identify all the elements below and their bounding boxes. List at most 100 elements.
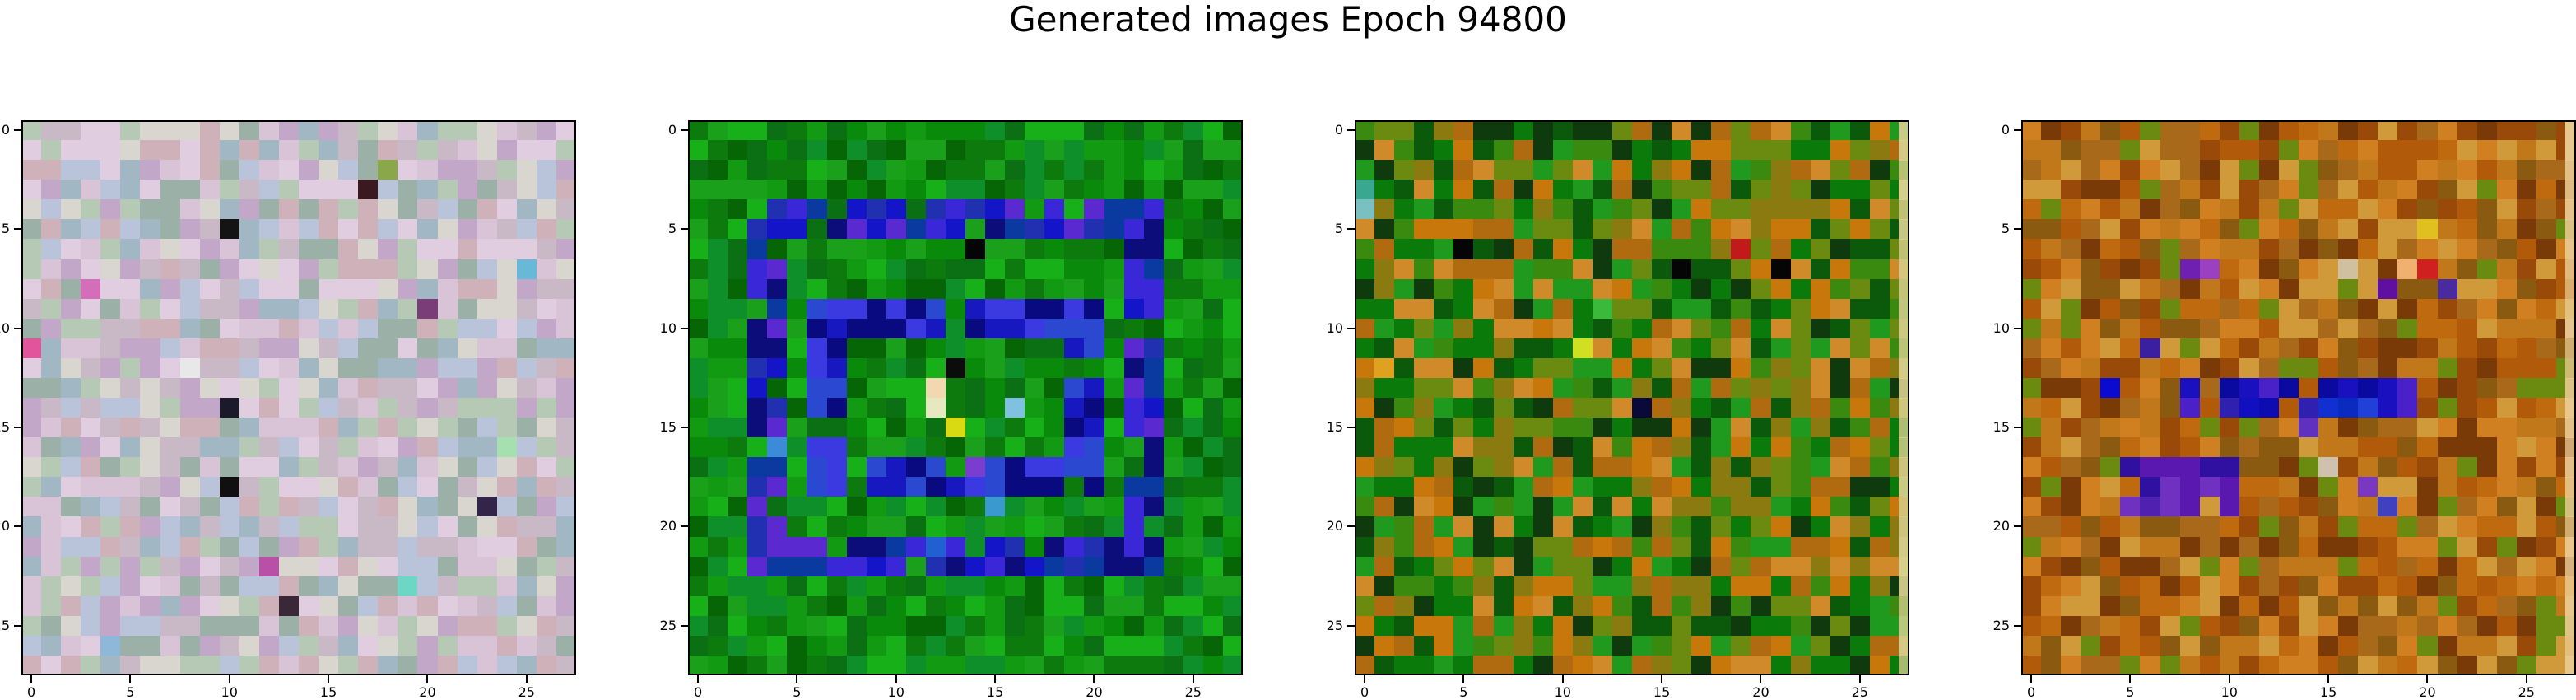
pixel xyxy=(140,635,161,656)
pixel xyxy=(556,595,576,617)
y-tick xyxy=(1347,624,1355,627)
pixel xyxy=(2278,615,2299,637)
pixel xyxy=(2120,377,2141,399)
pixel xyxy=(747,259,768,280)
pixel xyxy=(1434,615,1454,637)
image-pixels xyxy=(1355,120,1909,675)
pixel xyxy=(1830,437,1851,458)
pixel xyxy=(2476,377,2498,399)
pixel xyxy=(925,338,946,359)
pixel xyxy=(179,418,201,438)
pixel xyxy=(1691,516,1712,538)
pixel xyxy=(100,219,121,240)
pixel xyxy=(2564,377,2576,399)
pixel xyxy=(2258,516,2280,538)
pixel xyxy=(2239,318,2260,339)
pixel xyxy=(1044,437,1065,458)
pixel xyxy=(1005,655,1025,675)
pixel xyxy=(2041,398,2062,418)
pixel xyxy=(965,120,986,141)
pixel xyxy=(398,160,418,180)
pixel xyxy=(2516,497,2537,517)
pixel xyxy=(2318,199,2339,220)
pixel xyxy=(41,298,62,320)
pixel xyxy=(2041,278,2062,300)
pixel xyxy=(1869,418,1890,438)
pixel xyxy=(1751,180,1772,200)
pixel xyxy=(2564,140,2576,161)
pixel xyxy=(179,180,201,200)
pixel xyxy=(2516,120,2537,141)
pixel xyxy=(1044,635,1065,656)
pixel xyxy=(1143,615,1165,637)
pixel xyxy=(2219,655,2240,675)
pixel xyxy=(905,278,927,300)
pixel xyxy=(2278,536,2299,558)
pixel xyxy=(61,497,81,517)
pixel xyxy=(1414,497,1434,517)
pixel xyxy=(41,160,62,180)
pixel xyxy=(2397,278,2418,300)
pixel xyxy=(1611,239,1633,260)
pixel xyxy=(1770,298,1792,320)
pixel xyxy=(965,239,986,260)
pixel xyxy=(2021,318,2042,339)
pixel xyxy=(299,239,319,260)
y-tick-label: 25 xyxy=(1326,617,1343,633)
pixel xyxy=(2100,457,2121,478)
pixel xyxy=(2457,516,2478,538)
pixel xyxy=(2199,219,2220,240)
pixel xyxy=(556,635,576,656)
pixel xyxy=(886,457,907,478)
pixel xyxy=(1123,278,1145,300)
pixel xyxy=(1163,199,1184,220)
x-tick-label: 10 xyxy=(887,684,904,700)
pixel xyxy=(179,576,201,597)
x-tick-label: 15 xyxy=(1653,684,1671,700)
pixel xyxy=(1374,576,1395,597)
pixel xyxy=(1790,239,1811,260)
pixel xyxy=(2516,278,2537,300)
pixel xyxy=(556,457,576,478)
pixel xyxy=(1611,377,1633,399)
pixel xyxy=(2041,259,2062,280)
pixel xyxy=(2457,140,2478,161)
pixel xyxy=(1898,635,1909,656)
pixel xyxy=(1355,477,1375,497)
pixel xyxy=(965,516,986,538)
pixel xyxy=(81,615,101,637)
pixel xyxy=(2160,160,2181,180)
pixel xyxy=(886,477,907,497)
pixel xyxy=(807,120,828,141)
pixel xyxy=(2041,516,2062,538)
pixel xyxy=(179,120,201,141)
pixel xyxy=(338,477,359,497)
pixel xyxy=(556,516,576,538)
pixel xyxy=(866,655,887,675)
pixel xyxy=(2021,595,2042,617)
pixel xyxy=(1691,595,1712,617)
pixel xyxy=(2417,377,2439,399)
pixel xyxy=(1025,199,1045,220)
pixel xyxy=(477,219,498,240)
pixel xyxy=(61,556,81,577)
pixel xyxy=(2564,298,2576,320)
pixel xyxy=(140,298,161,320)
pixel xyxy=(2199,635,2220,656)
pixel xyxy=(1770,377,1792,399)
pixel xyxy=(2536,318,2557,339)
pixel xyxy=(2457,655,2478,675)
pixel xyxy=(2457,497,2478,517)
pixel xyxy=(81,655,101,675)
pixel xyxy=(1183,556,1204,577)
x-tick-label: 25 xyxy=(518,684,535,700)
pixel xyxy=(1374,318,1395,339)
pixel xyxy=(1025,120,1045,141)
pixel xyxy=(1453,457,1474,478)
pixel xyxy=(2021,477,2042,497)
pixel xyxy=(807,219,828,240)
pixel xyxy=(21,160,42,180)
y-tick-label: 15 xyxy=(659,419,677,436)
pixel xyxy=(1632,457,1653,478)
pixel xyxy=(2258,398,2280,418)
